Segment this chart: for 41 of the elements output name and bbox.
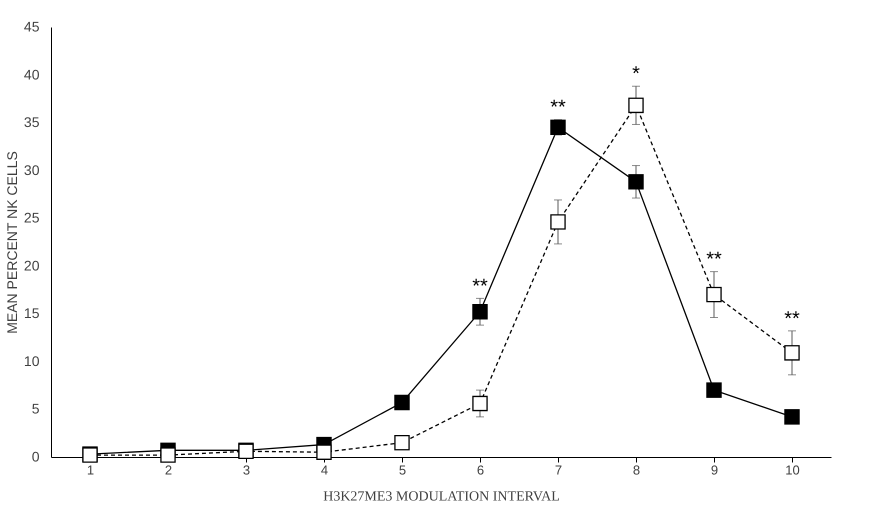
annotation: ** — [706, 248, 722, 271]
y-tick-label: 5 — [32, 400, 40, 417]
y-tick-label: 15 — [24, 305, 40, 322]
x-tick-label: 4 — [320, 462, 328, 478]
annotation: ** — [550, 96, 566, 119]
point — [706, 382, 722, 398]
x-axis-title: H3K27ME3 MODULATION INTERVAL — [323, 490, 560, 504]
y-tick-label: 35 — [24, 114, 40, 130]
point — [472, 304, 488, 320]
y-tick-label: 0 — [32, 448, 40, 464]
y-tick-label: 10 — [24, 352, 40, 369]
y-tick-label: 25 — [24, 210, 40, 226]
x-tick-label: 6 — [476, 462, 484, 478]
point — [550, 214, 566, 230]
annotation: * — [632, 63, 640, 86]
annotation: ** — [472, 275, 488, 298]
x-tick-label: 9 — [710, 462, 718, 478]
annotation: ** — [784, 308, 800, 330]
x-tick-label: 5 — [398, 462, 406, 478]
point — [550, 120, 566, 136]
point — [394, 394, 410, 410]
x-tick-label: 3 — [242, 462, 250, 478]
point — [394, 434, 410, 450]
y-axis-title: MEAN PERCENT NK CELLS — [4, 151, 20, 334]
x-tick-label: 8 — [632, 462, 640, 478]
point — [316, 444, 332, 460]
point — [160, 447, 176, 463]
point — [472, 396, 488, 412]
y-tick-label: 40 — [24, 66, 40, 82]
x-tick-label: 7 — [554, 462, 562, 478]
y-tick-label: 20 — [24, 257, 40, 274]
point — [628, 98, 644, 114]
point — [628, 174, 644, 190]
x-tick-label: 2 — [164, 462, 172, 478]
y-tick-label: 30 — [24, 162, 40, 178]
x-tick-label: 10 — [785, 462, 800, 478]
point — [784, 345, 800, 361]
point — [784, 409, 800, 425]
x-tick-label: 1 — [86, 462, 94, 478]
point — [706, 286, 722, 302]
y-tick-label: 45 — [24, 18, 40, 34]
